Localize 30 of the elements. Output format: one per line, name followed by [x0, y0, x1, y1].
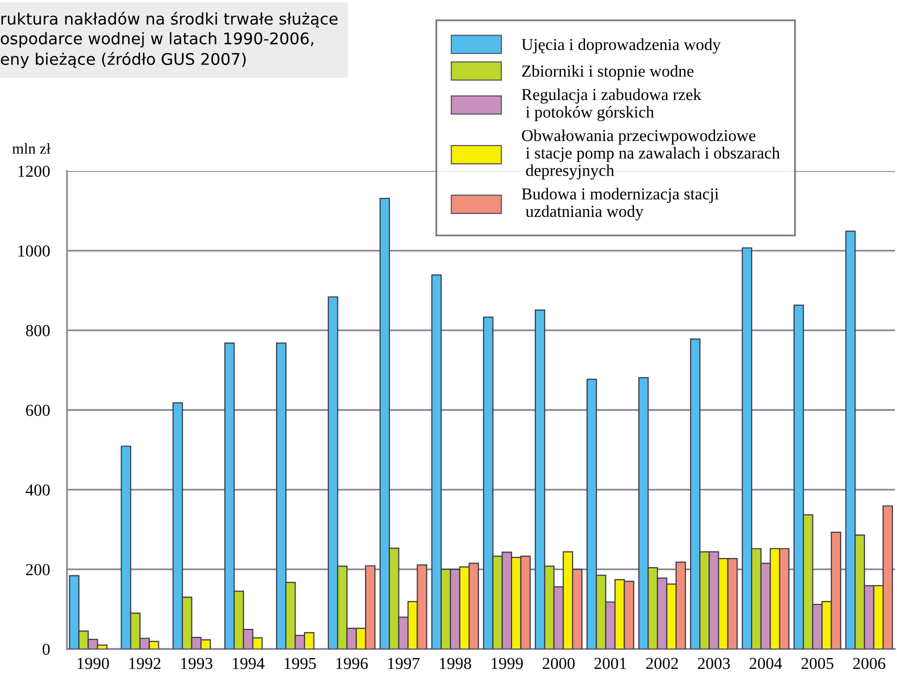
legend-label: Budowa i modernizacja stacji uzdatniania wody — [522, 188, 719, 220]
x-tick-label: 1994 — [232, 658, 265, 670]
y-tick-label: 200 — [26, 564, 50, 576]
legend-label: Ujęcia i doprowadzenia wody — [522, 38, 721, 54]
x-tick-label: 2004 — [750, 658, 782, 670]
x-tick-label: 2005 — [801, 658, 834, 670]
x-tick-label: 2003 — [698, 658, 730, 670]
chart-title: ruktura nakładów na środki trwałe służące ospodarce wodnej w latach 1990-2006, eny bieżące (źródło GUS 2007) — [0, 12, 338, 68]
x-tick-label: 1998 — [440, 658, 472, 670]
x-tick-label: 1997 — [388, 658, 420, 670]
x-tick-label: 1999 — [492, 658, 523, 670]
x-tick-label: 2000 — [542, 658, 575, 670]
y-tick-label: 800 — [26, 325, 50, 336]
x-tick-label: 1992 — [129, 658, 160, 670]
x-tick-label: 1995 — [284, 658, 316, 670]
x-tick-label: 1993 — [181, 658, 212, 670]
legend-label: Obwałowania przeciwpowodziowe i stacje pomp na zawalach i obszarach depresyjnych — [522, 129, 780, 180]
legend-label: Regulacja i zabudowa rzek i potoków górskich — [522, 88, 702, 122]
x-tick-label: 2002 — [646, 658, 678, 670]
x-tick-label: 2001 — [594, 658, 626, 670]
x-tick-label: 2006 — [853, 658, 886, 670]
x-tick-label: 1990 — [78, 658, 109, 670]
legend-label: Zbiorniki i stopnie wodne — [522, 65, 694, 80]
y-tick-label: 1200 — [18, 166, 50, 177]
y-tick-label: 600 — [26, 404, 50, 416]
y-tick-label: 0 — [42, 644, 50, 655]
y-tick-label: 1000 — [18, 245, 50, 257]
y-tick-label: 400 — [26, 484, 50, 496]
x-tick-label: 1996 — [336, 658, 368, 670]
y-axis-title: mln zł — [12, 143, 51, 154]
